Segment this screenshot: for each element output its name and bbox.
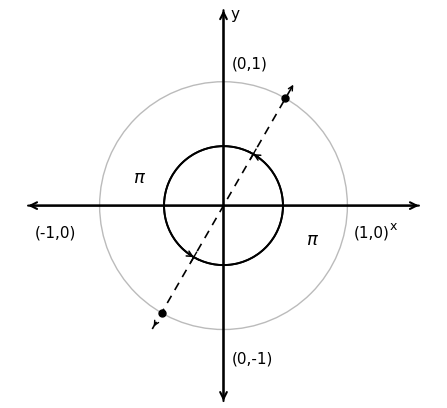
Text: (1,0): (1,0)	[354, 226, 389, 240]
Text: x: x	[389, 220, 397, 233]
Text: (0,-1): (0,-1)	[232, 352, 274, 367]
Text: $\pi$: $\pi$	[306, 231, 319, 249]
Text: $\pi$: $\pi$	[133, 169, 146, 187]
Text: (0,1): (0,1)	[232, 57, 268, 72]
Text: (-1,0): (-1,0)	[35, 226, 76, 240]
Text: y: y	[231, 7, 240, 22]
